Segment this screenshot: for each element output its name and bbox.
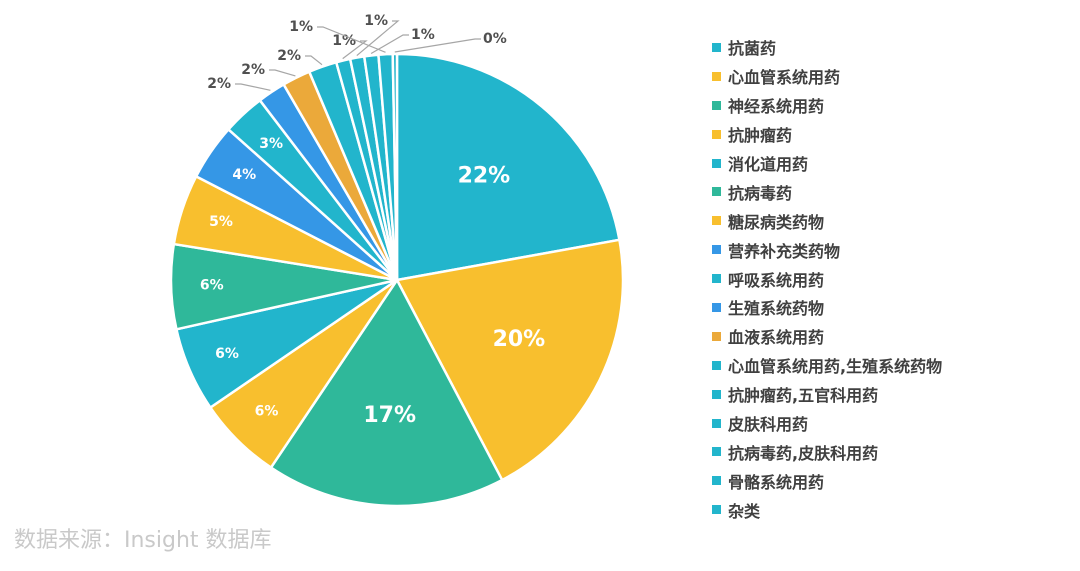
legend-swatch [712, 274, 721, 284]
legend-label: 抗肿瘤药,五官科用药 [728, 386, 879, 406]
legend-label: 杂类 [728, 501, 761, 521]
legend-swatch [712, 476, 721, 486]
pie-slice [395, 238, 625, 482]
legend-item: 糖尿病类药物 [712, 206, 942, 235]
slice-value-label: 6% [200, 278, 224, 294]
legend-label: 血液系统用药 [728, 328, 825, 348]
slice-value-label: 22% [458, 163, 511, 188]
leader-line [235, 83, 271, 91]
legend-label: 抗病毒药 [728, 183, 793, 203]
legend-swatch [712, 71, 721, 81]
legend-item: 神经系统用药 [712, 91, 942, 120]
legend-item: 杂类 [712, 495, 942, 524]
legend-swatch [712, 302, 721, 312]
slice-value-label: 2% [277, 48, 301, 64]
slice-value-label: 2% [207, 76, 231, 92]
legend-swatch [712, 331, 721, 341]
slice-value-label: 1% [332, 33, 356, 49]
legend-item: 抗肿瘤药 [712, 120, 942, 149]
slice-value-label: 5% [209, 214, 233, 230]
slice-value-label: 4% [232, 167, 256, 183]
legend-label: 骨骼系统用药 [728, 472, 825, 492]
legend: 抗菌药心血管系统用药 神经系统用药 抗肿瘤药消化道用药抗病毒药糖尿病类药物 营养补充类… [712, 33, 942, 524]
slice-value-label: 20% [493, 327, 546, 352]
legend-label: 抗肿瘤药 [728, 126, 793, 146]
leader-line [342, 40, 368, 60]
legend-swatch [712, 418, 721, 428]
legend-label: 抗菌药 [728, 39, 777, 59]
legend-swatch [712, 360, 721, 370]
legend-item: 抗病毒药 [712, 177, 942, 206]
legend-label: 皮肤科用药 [728, 415, 809, 435]
leader-line [305, 55, 323, 66]
legend-item: 心血管系统用药 [712, 62, 942, 91]
legend-label: 营养补充类药物 [728, 241, 841, 261]
slice-value-label: 6% [255, 404, 279, 420]
legend-swatch [712, 42, 721, 52]
legend-label: 抗病毒药,皮肤科用药 [728, 443, 879, 463]
leader-line [394, 38, 481, 53]
legend-swatch [712, 129, 721, 139]
legend-item: 血液系统用药 [712, 322, 942, 351]
pie-slice [269, 278, 504, 508]
leader-line [370, 34, 409, 55]
slice-value-label: 1% [411, 27, 435, 43]
slice-value-label: 2% [241, 62, 265, 78]
legend-label: 心血管系统用药,生殖系统药物 [728, 357, 943, 377]
legend-item: 皮肤科用药 [712, 409, 942, 438]
legend-item: 抗肿瘤药,五官科用药 [712, 380, 942, 409]
slice-value-label: 1% [289, 19, 313, 35]
legend-swatch [712, 100, 721, 110]
legend-label: 糖尿病类药物 [728, 212, 825, 232]
pie-slice [391, 52, 399, 282]
slice-value-label: 3% [259, 136, 283, 152]
legend-swatch [712, 158, 721, 168]
legend-swatch [712, 245, 721, 255]
leader-line [317, 26, 386, 53]
legend-item: 骨骼系统用药 [712, 466, 942, 495]
legend-item: 抗病毒药,皮肤科用药 [712, 437, 942, 466]
legend-label: 神经系统用药 [728, 97, 825, 117]
legend-swatch [712, 447, 721, 457]
slice-value-label: 1% [364, 13, 388, 29]
legend-item: 生殖系统药物 [712, 293, 942, 322]
legend-item: 营养补充类药物 [712, 235, 942, 264]
legend-label: 呼吸系统用药 [728, 270, 825, 290]
legend-item: 消化道用药 [712, 149, 942, 178]
legend-swatch [712, 216, 721, 226]
leader-line [269, 69, 296, 77]
legend-label: 心血管系统用药 [728, 68, 841, 88]
slice-value-label: 6% [215, 346, 239, 362]
legend-swatch [712, 187, 721, 197]
pie-slice [395, 52, 621, 282]
legend-swatch [712, 389, 721, 399]
legend-label: 生殖系统药物 [728, 299, 825, 319]
slice-value-label: 17% [363, 403, 416, 428]
legend-item: 心血管系统用药,生殖系统药物 [712, 351, 942, 380]
legend-item: 抗菌药 [712, 33, 942, 62]
leader-line [356, 20, 400, 57]
legend-label: 消化道用药 [728, 155, 809, 174]
slice-value-label: 0% [483, 31, 507, 47]
legend-swatch [712, 505, 721, 515]
source-note: 数据来源：Insight 数据库 [14, 528, 272, 553]
legend-item: 呼吸系统用药 [712, 264, 942, 293]
